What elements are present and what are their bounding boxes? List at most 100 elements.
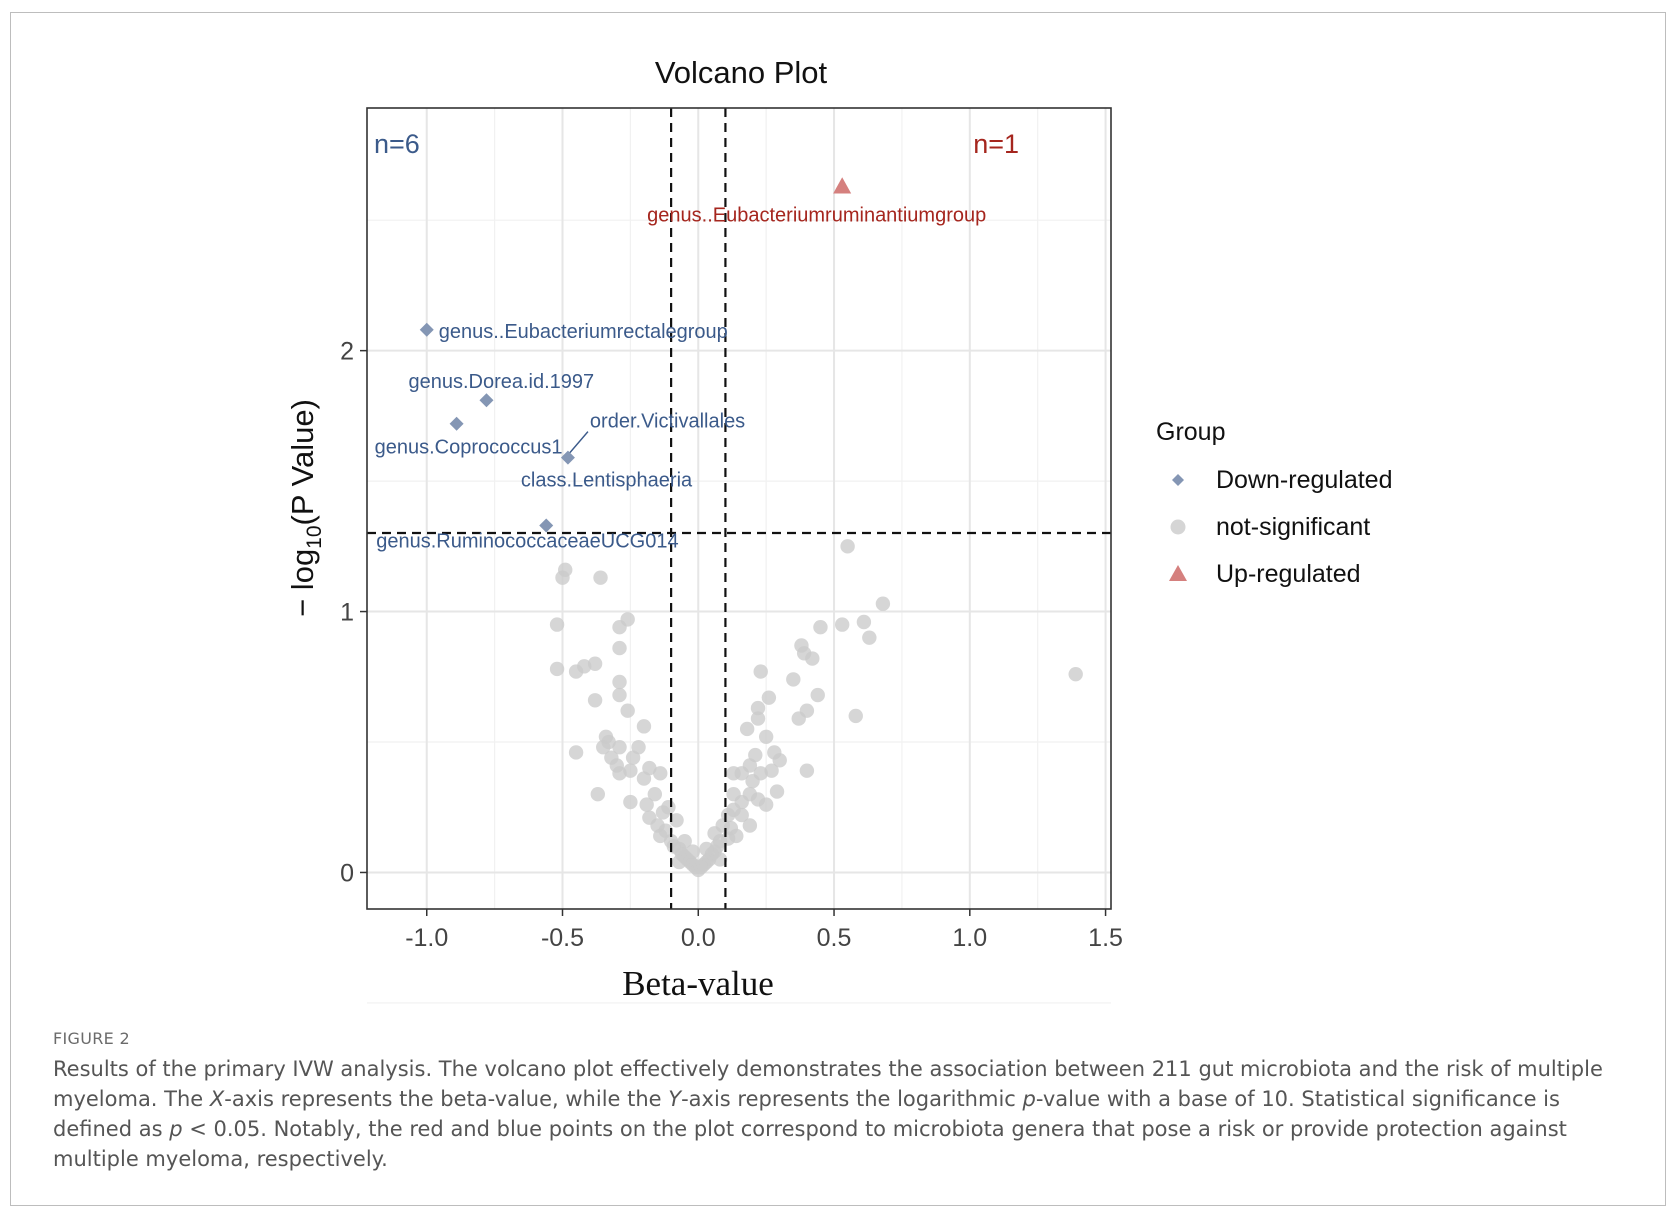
point-not-significant xyxy=(791,711,806,726)
y-tick-label: 2 xyxy=(340,338,354,366)
point-not-significant xyxy=(786,672,801,687)
point-labels: genus..Eubacteriumrectalegroup genus.Dore… xyxy=(375,204,987,552)
point-not-significant xyxy=(677,833,692,849)
point-not-significant xyxy=(810,687,825,703)
point-down-regulated xyxy=(449,416,464,431)
point-not-significant xyxy=(639,797,654,812)
point-not-significant xyxy=(549,661,565,677)
point-not-significant xyxy=(596,740,611,755)
chart-title: Volcano Plot xyxy=(655,55,828,90)
point-not-significant xyxy=(612,687,627,703)
x-axis-label: Beta-value xyxy=(622,964,774,1003)
x-tick-label: 1.5 xyxy=(1088,924,1123,952)
point-not-significant xyxy=(764,763,779,778)
legend-label: Down-regulated xyxy=(1216,466,1393,494)
y-tick-label: 1 xyxy=(340,599,354,627)
grid-major xyxy=(367,108,1111,909)
point-not-significant xyxy=(593,570,608,585)
legend-key-up xyxy=(1169,565,1187,581)
point-not-significant xyxy=(758,797,774,812)
point-not-significant xyxy=(612,766,627,781)
point-not-significant xyxy=(669,813,684,828)
point-not-significant xyxy=(813,620,828,635)
y-axis-label-tail: (P Value) xyxy=(285,399,320,525)
point-down-regulated xyxy=(560,450,575,465)
x-tick-label: 0.0 xyxy=(681,924,716,952)
legend-label: not-significant xyxy=(1216,513,1370,541)
point-not-significant xyxy=(742,818,758,833)
legend-key-ns xyxy=(1170,519,1186,535)
point-not-significant xyxy=(753,664,768,679)
point-not-significant xyxy=(805,651,820,666)
point-not-significant xyxy=(720,807,736,823)
point-not-significant xyxy=(761,690,777,705)
point-down-regulated xyxy=(419,322,434,337)
point-label: genus..Eubacteriumrectalegroup xyxy=(439,321,728,343)
point-not-significant xyxy=(653,828,668,844)
y-axis-label-subscript: 10 xyxy=(303,525,326,548)
point-not-significant xyxy=(745,773,760,789)
grid-minor xyxy=(367,108,1111,1004)
point-not-significant xyxy=(875,596,891,611)
point-not-significant xyxy=(623,763,638,778)
point-not-significant xyxy=(750,711,766,726)
point-not-significant xyxy=(685,844,701,859)
significant-points xyxy=(419,177,852,533)
point-not-significant xyxy=(726,766,741,781)
point-not-significant xyxy=(653,766,668,781)
legend-label: Up-regulated xyxy=(1216,560,1361,588)
count-up-label: n=1 xyxy=(973,129,1019,159)
point-not-significant xyxy=(625,750,641,765)
point-not-significant xyxy=(661,800,676,815)
y-axis: 0 1 2 xyxy=(340,338,367,887)
point-not-significant xyxy=(862,630,877,645)
x-axis: -1.0 -0.5 0.0 0.5 1.0 1.5 xyxy=(405,909,1123,952)
point-not-significant xyxy=(707,826,722,841)
volcano-plot: Volcano Plot genus..Eubacteriumrectalegr… xyxy=(285,55,1393,1004)
point-label: genus..Eubacteriumruminantiumgroup xyxy=(647,204,986,226)
point-not-significant xyxy=(734,807,749,823)
threshold-lines xyxy=(367,108,1111,909)
point-not-significant xyxy=(840,539,855,554)
point-not-significant xyxy=(758,729,774,744)
point-not-significant xyxy=(549,617,565,632)
plot-border xyxy=(366,107,1112,910)
point-up-regulated xyxy=(833,177,852,194)
y-axis-label: − log10(P Value) xyxy=(285,399,326,617)
point-label: genus.Dorea.id.1997 xyxy=(408,371,594,393)
point-not-significant xyxy=(590,786,606,802)
point-not-significant xyxy=(623,794,638,810)
point-not-significant xyxy=(555,570,570,585)
point-label: genus.RuminococcaceaeUCG014 xyxy=(376,530,678,552)
point-not-significant xyxy=(612,640,627,656)
point-not-significant xyxy=(848,708,863,724)
point-not-significant xyxy=(834,617,850,632)
point-not-significant xyxy=(620,703,635,718)
y-tick-label: 0 xyxy=(340,859,354,887)
point-label: class.Lentisphaeria xyxy=(521,470,693,492)
point-not-significant xyxy=(699,841,714,857)
legend: Group Down-regulated not-significant Up-re… xyxy=(1156,418,1393,588)
point-not-significant xyxy=(568,664,584,679)
x-tick-label: -1.0 xyxy=(405,924,448,952)
point-not-significant xyxy=(693,860,709,875)
point-down-regulated xyxy=(479,393,494,408)
point-not-significant xyxy=(769,784,785,799)
figure-label: FIGURE 2 xyxy=(53,1029,130,1048)
point-not-significant xyxy=(712,852,728,867)
point-not-significant xyxy=(750,700,766,716)
point-not-significant xyxy=(772,753,787,768)
point-down-regulated xyxy=(539,518,554,533)
point-label: genus.Coprococcus1 xyxy=(375,437,563,459)
label-connector xyxy=(569,431,589,454)
y-axis-label-main: − log xyxy=(285,549,320,617)
legend-title: Group xyxy=(1156,418,1225,446)
figure-caption: Results of the primary IVW analysis. The… xyxy=(53,1057,1603,1171)
x-tick-label: 1.0 xyxy=(952,924,987,952)
point-not-significant xyxy=(612,674,627,690)
count-down-label: n=6 xyxy=(374,129,420,159)
point-not-significant xyxy=(672,854,687,870)
legend-key-down xyxy=(1172,474,1184,486)
point-not-significant xyxy=(739,721,755,737)
point-not-significant xyxy=(636,771,652,786)
